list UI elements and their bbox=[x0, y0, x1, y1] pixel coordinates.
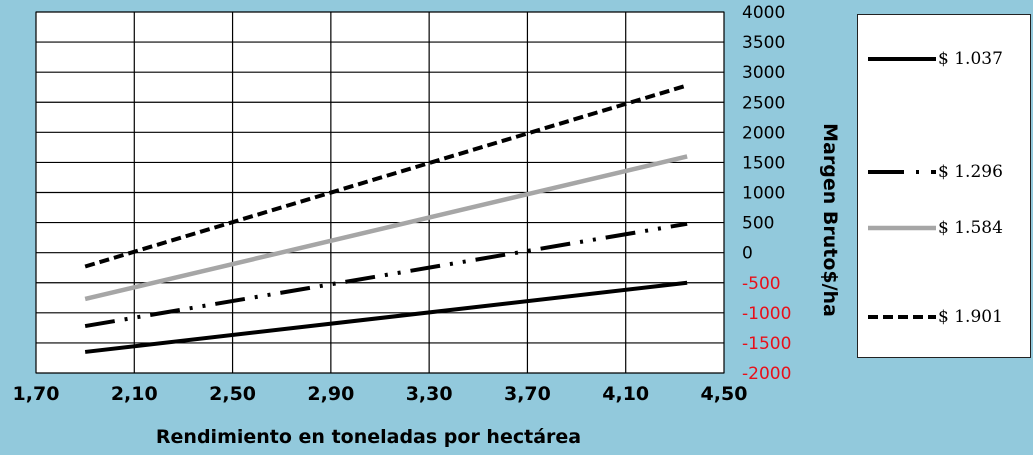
legend-item: $ 1.296 bbox=[866, 160, 1026, 184]
y-tick-label: 3500 bbox=[742, 33, 785, 53]
y-tick-label: 1000 bbox=[742, 184, 785, 204]
x-tick-label: 2,50 bbox=[209, 383, 256, 405]
legend-label: $ 1.037 bbox=[938, 49, 1003, 69]
y-tick-label: 2000 bbox=[742, 123, 785, 143]
legend-swatch bbox=[868, 315, 936, 319]
legend-swatch bbox=[868, 225, 936, 231]
legend-swatch bbox=[868, 170, 936, 174]
legend: $ 1.037 $ 1.296 $ 1.584 $ 1.901 bbox=[857, 14, 1031, 358]
legend-label: $ 1.296 bbox=[938, 162, 1003, 182]
x-tick-label: 2,90 bbox=[307, 383, 354, 405]
legend-item: $ 1.037 bbox=[866, 47, 1026, 71]
series-lines bbox=[84, 83, 688, 354]
series-line-3 bbox=[84, 154, 688, 302]
legend-label: $ 1.901 bbox=[938, 307, 1003, 327]
y-tick-label: -1500 bbox=[742, 334, 791, 354]
y-tick-labels: 4000 3500 3000 2500 2000 1500 1000 500 0 -500 -100… bbox=[742, 3, 791, 384]
y-tick-label: 1500 bbox=[742, 153, 785, 173]
x-tick-label: 4,50 bbox=[701, 383, 748, 405]
y-tick-label: -2000 bbox=[742, 364, 791, 384]
y-tick-label: 0 bbox=[742, 244, 753, 264]
x-tick-label: 2,10 bbox=[111, 383, 158, 405]
x-tick-labels: 1,70 2,10 2,50 2,90 3,30 3,70 4,10 4,50 bbox=[13, 383, 748, 405]
legend-swatch bbox=[868, 57, 936, 61]
y-tick-label: 3000 bbox=[742, 63, 785, 83]
y-tick-label: 500 bbox=[742, 214, 774, 234]
y-tick-label: 2500 bbox=[742, 93, 785, 113]
gridlines bbox=[35, 11, 725, 374]
legend-item: $ 1.901 bbox=[866, 305, 1026, 329]
x-tick-label: 4,10 bbox=[602, 383, 649, 405]
x-tick-label: 1,70 bbox=[13, 383, 60, 405]
y-tick-label: 4000 bbox=[742, 3, 785, 23]
legend-item: $ 1.584 bbox=[866, 216, 1026, 240]
legend-label: $ 1.584 bbox=[938, 218, 1003, 238]
x-axis-title: Rendimiento en toneladas por hectárea bbox=[155, 426, 582, 448]
y-axis-title: Margen Bruto$/ha bbox=[819, 123, 841, 317]
x-tick-label: 3,30 bbox=[406, 383, 453, 405]
x-tick-label: 3,70 bbox=[504, 383, 551, 405]
y-tick-label: -500 bbox=[742, 274, 781, 294]
series-line-1 bbox=[84, 280, 688, 354]
y-tick-label: -1000 bbox=[742, 304, 791, 324]
series-line-2 bbox=[84, 221, 688, 329]
